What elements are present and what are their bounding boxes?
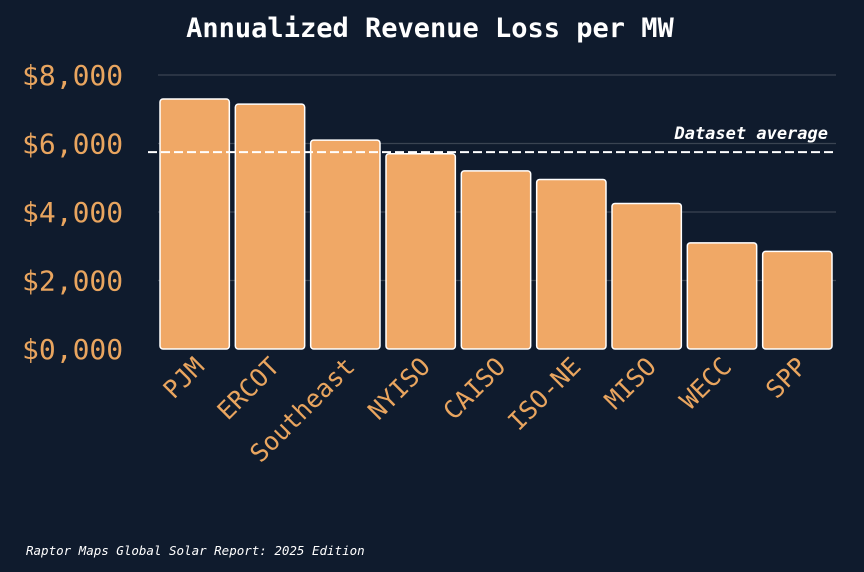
- bar-ercot: [234, 103, 306, 350]
- chart-title: Annualized Revenue Loss per MW: [186, 13, 674, 44]
- y-tick-label: $2,000: [22, 265, 123, 298]
- dataset-average-label: Dataset average: [673, 124, 828, 144]
- bar-iso-ne: [535, 178, 607, 350]
- bar-miso: [611, 202, 683, 350]
- bar-southeast: [309, 139, 381, 350]
- y-axis-tick-labels: $0,000 $2,000 $4,000 $6,000 $8,000: [22, 59, 123, 366]
- y-tick-label: $0,000: [22, 333, 123, 366]
- bar-wecc: [686, 242, 758, 350]
- source-credit: Raptor Maps Global Solar Report: 2025 Ed…: [26, 543, 365, 558]
- bar-nyiso: [385, 153, 457, 350]
- bar-pjm: [159, 98, 231, 350]
- bars: [159, 98, 833, 350]
- bar-caiso: [460, 170, 532, 350]
- y-tick-label: $4,000: [22, 196, 123, 229]
- y-tick-label: $6,000: [22, 128, 123, 161]
- reference-line-group: Dataset average: [148, 124, 836, 154]
- y-tick-label: $8,000: [22, 59, 123, 92]
- bar-spp: [761, 250, 833, 350]
